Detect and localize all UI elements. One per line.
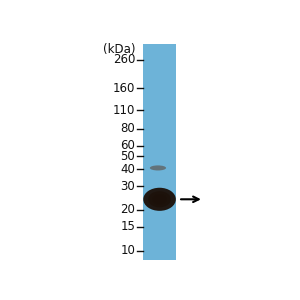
Text: 50: 50 [120,150,135,163]
Text: 260: 260 [113,53,135,66]
Text: 160: 160 [113,82,135,95]
Text: 20: 20 [120,203,135,217]
Text: 30: 30 [120,180,135,193]
Text: 15: 15 [120,220,135,233]
Ellipse shape [148,191,171,207]
Text: 40: 40 [120,163,135,176]
Bar [143,44,176,260]
Text: 80: 80 [120,122,135,135]
Text: 10: 10 [120,244,135,257]
Text: 110: 110 [113,104,135,117]
Ellipse shape [143,188,176,211]
Ellipse shape [150,165,166,170]
Ellipse shape [152,194,167,205]
Text: (kDa): (kDa) [103,43,135,56]
Text: 60: 60 [120,139,135,152]
